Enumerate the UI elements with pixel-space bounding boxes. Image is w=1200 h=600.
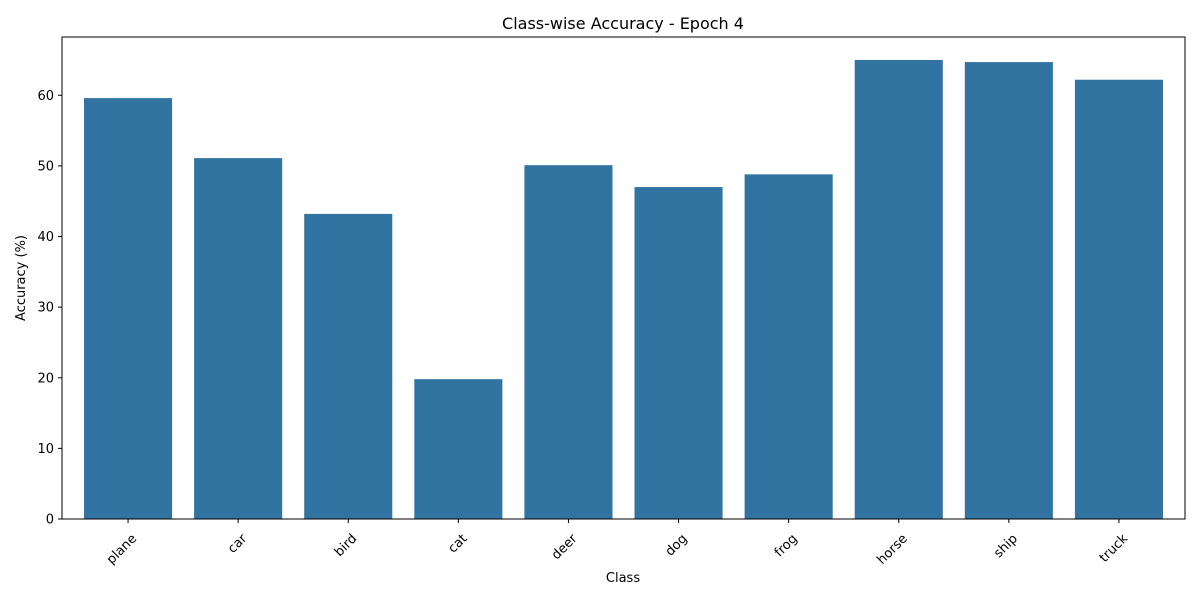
x-tick-label: truck [1097,531,1132,566]
y-tick-label: 60 [37,89,54,104]
plot-frame [61,36,1186,520]
bar-deer [524,165,613,519]
y-tick-label: 20 [37,371,54,386]
chart-title: Class-wise Accuracy - Epoch 4 [502,14,744,33]
y-tick-label: 50 [37,159,54,174]
bar-ship [964,62,1053,519]
x-tick-label: horse [875,531,911,567]
y-tick-label: 0 [46,513,54,528]
x-axis: plane car bird cat deer dog frog horse ship truck [104,519,1131,568]
y-tick-label: 40 [37,230,54,245]
bar-horse [854,59,943,519]
bar-truck [1074,79,1163,519]
y-axis-title: Accuracy (%) [14,235,29,321]
bars-layer [84,59,1163,520]
bar-cat [414,379,503,519]
bar-dog [634,187,723,519]
x-tick-label: dog [663,531,691,559]
bar-frog [744,174,833,520]
y-tick-label: 30 [37,301,54,316]
bar-bird [304,213,393,519]
x-tick-label: car [225,531,251,557]
x-tick-label: bird [332,531,360,559]
x-tick-label: ship [991,531,1021,561]
x-axis-title: Class [606,571,640,586]
y-axis: 0 10 20 30 40 50 60 [37,89,62,528]
y-tick-label: 10 [37,442,54,457]
bar-plane [84,98,173,519]
x-tick-label: deer [549,531,581,563]
bar-car [194,158,283,519]
x-tick-label: plane [104,531,140,567]
x-tick-label: frog [772,531,801,560]
x-tick-label: cat [445,531,470,556]
